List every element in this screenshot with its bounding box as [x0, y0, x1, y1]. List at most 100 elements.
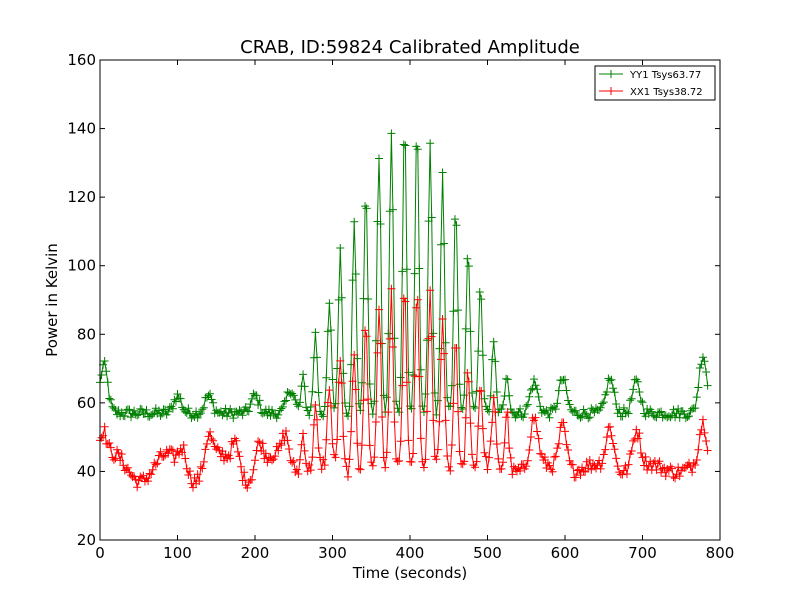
data-point [494, 454, 503, 463]
data-point [604, 423, 613, 432]
data-point [153, 459, 162, 468]
data-point [137, 405, 146, 414]
data-point [585, 413, 594, 422]
data-point [438, 315, 447, 324]
data-point [393, 404, 402, 413]
data-point [387, 129, 396, 138]
data-point [548, 467, 557, 476]
data-point [348, 377, 357, 386]
data-point [561, 427, 569, 436]
data-point [588, 459, 597, 468]
data-point [368, 410, 377, 419]
data-point [314, 443, 323, 452]
data-point [305, 411, 314, 420]
data-point [452, 221, 461, 230]
data-point [351, 270, 360, 279]
data-point [362, 204, 371, 213]
data-point [390, 334, 399, 343]
data-point [322, 373, 331, 382]
data-point [485, 453, 494, 462]
data-point [373, 348, 382, 357]
data-point [667, 464, 676, 473]
data-point [564, 446, 573, 455]
data-point [202, 439, 211, 448]
data-point [294, 402, 303, 411]
data-point [618, 470, 627, 479]
data-point [609, 439, 618, 448]
data-point [258, 439, 267, 448]
data-point [240, 468, 249, 477]
data-point [478, 351, 487, 360]
data-point [415, 372, 424, 381]
data-point [151, 460, 160, 469]
data-point [402, 265, 411, 274]
data-point [395, 456, 404, 465]
data-point [516, 404, 525, 413]
data-point [691, 460, 700, 469]
data-point [252, 446, 261, 455]
data-point [238, 411, 247, 420]
x-tick-label: 100 [163, 544, 192, 562]
data-point [533, 385, 542, 394]
data-point [449, 399, 458, 408]
data-point [399, 140, 408, 149]
data-point [488, 418, 497, 427]
data-point [322, 435, 331, 444]
data-point [147, 470, 156, 479]
data-point [427, 332, 436, 341]
data-point [440, 239, 449, 248]
data-point [173, 390, 182, 399]
data-point [100, 356, 109, 365]
data-point [672, 409, 681, 418]
legend-frame [594, 65, 716, 101]
data-point [168, 446, 177, 455]
data-point [345, 455, 354, 464]
data-point [407, 458, 416, 467]
data-point [503, 375, 512, 384]
data-point [263, 458, 272, 467]
data-point [278, 402, 287, 411]
data-point [133, 411, 142, 420]
data-point [268, 456, 277, 465]
data-point [655, 457, 664, 466]
data-point [626, 396, 635, 405]
data-point [382, 448, 391, 457]
data-point [683, 412, 692, 421]
data-point [471, 404, 480, 413]
data-point [313, 415, 321, 424]
data-point [243, 483, 252, 492]
data-point [289, 391, 298, 400]
data-point [477, 295, 486, 304]
data-point [472, 457, 481, 466]
data-point [666, 462, 675, 471]
data-point [605, 376, 614, 385]
data-point [702, 368, 711, 377]
data-point [282, 396, 290, 405]
data-point [300, 382, 309, 391]
data-point [364, 395, 373, 404]
data-point [376, 339, 385, 348]
data-point [288, 458, 297, 467]
data-point [478, 424, 487, 433]
data-point [402, 378, 411, 387]
data-point [444, 462, 453, 471]
data-point [198, 464, 207, 473]
data-point [300, 446, 309, 455]
data-point [130, 406, 139, 415]
data-point [454, 407, 463, 416]
plot-area [100, 60, 720, 540]
data-point [561, 375, 569, 384]
data-point [433, 396, 442, 405]
data-point [486, 437, 495, 446]
data-point [480, 448, 489, 457]
data-point [272, 414, 281, 423]
data-point [164, 449, 173, 458]
data-point [410, 269, 419, 278]
data-point [148, 465, 157, 474]
data-point [398, 267, 407, 276]
data-point [409, 370, 418, 379]
data-point [384, 329, 393, 338]
legend: YY1 Tsys63.77 XX1 Tsys38.72 [594, 65, 716, 101]
data-point [328, 439, 337, 448]
data-point [469, 402, 478, 411]
